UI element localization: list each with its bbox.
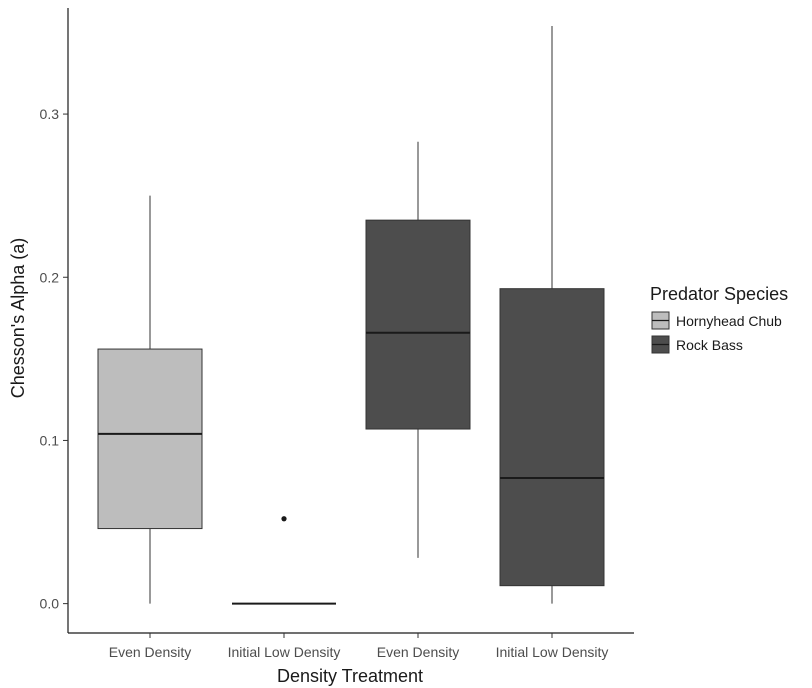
legend-label: Hornyhead Chub <box>676 313 782 329</box>
x-tick-label: Even Density <box>109 644 191 660</box>
box <box>499 288 605 587</box>
y-axis-title: Chesson's Alpha (a) <box>8 238 28 399</box>
box-group-2 <box>232 516 336 605</box>
x-tick-label: Initial Low Density <box>228 644 341 660</box>
outlier-point <box>281 516 287 522</box>
box <box>97 348 203 530</box>
y-tick-label: 0.1 <box>40 432 60 448</box>
legend-entry: Hornyhead Chub <box>651 311 782 330</box>
box <box>365 219 471 430</box>
legend: Predator Species Hornyhead Chub Rock Bass <box>650 284 788 354</box>
legend-label: Rock Bass <box>676 337 743 353</box>
legend-entry: Rock Bass <box>651 335 743 354</box>
x-tick-label: Even Density <box>377 644 459 660</box>
legend-title: Predator Species <box>650 284 788 304</box>
plot-area <box>97 25 605 605</box>
y-tick-label: 0.0 <box>40 596 60 612</box>
box-group-1 <box>97 195 203 604</box>
box-group-4 <box>499 25 605 604</box>
y-tick-label: 0.2 <box>40 269 60 285</box>
box-group-3 <box>365 141 471 558</box>
y-tick-label: 0.3 <box>40 106 60 122</box>
x-axis-title: Density Treatment <box>277 666 423 686</box>
axes: 0.0 0.1 0.2 0.3 Even Density Initial Low Dens… <box>40 8 634 660</box>
x-tick-label: Initial Low Density <box>496 644 609 660</box>
